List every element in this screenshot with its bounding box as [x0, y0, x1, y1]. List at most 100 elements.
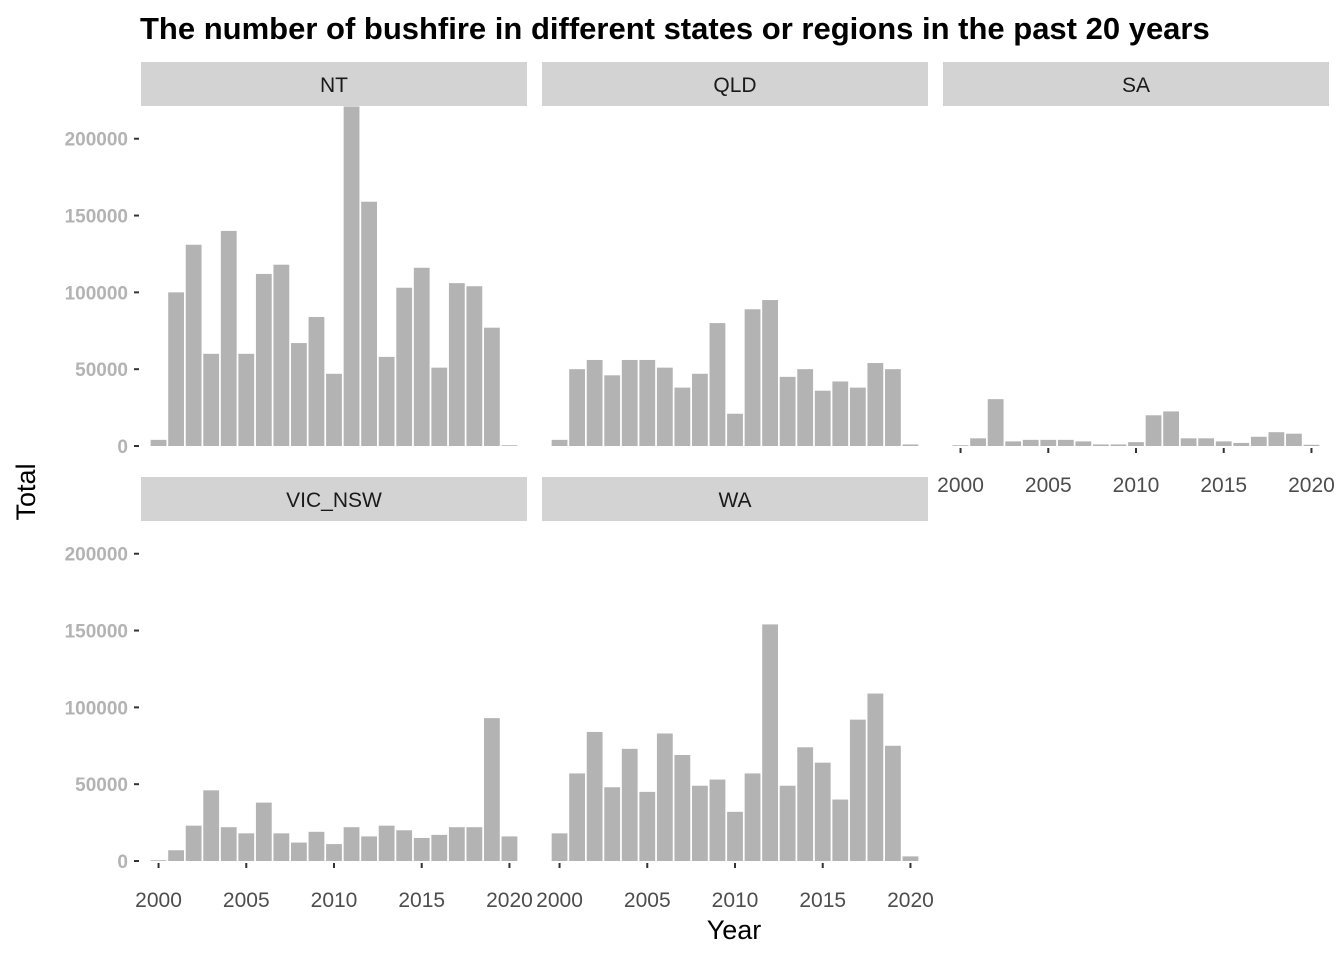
- bar: [744, 309, 761, 446]
- bar: [255, 273, 272, 446]
- bar: [466, 286, 483, 446]
- bar: [692, 373, 708, 446]
- x-tick-label: 2000: [937, 474, 984, 497]
- bar: [952, 445, 969, 446]
- bar: [1215, 441, 1232, 446]
- y-tick-label: 0: [117, 437, 128, 458]
- bar: [832, 381, 849, 446]
- panel-vic-nsw: VIC_NSW 0 50000 100000 150000 200000 2000 2005 2…: [65, 477, 533, 912]
- bar: [1110, 444, 1127, 446]
- bar: [867, 693, 884, 861]
- bar: [569, 369, 585, 446]
- x-tick-label: 2020: [486, 889, 533, 912]
- bar: [1180, 438, 1197, 446]
- bar: [1093, 444, 1109, 446]
- x-tick-label: 2010: [1113, 474, 1160, 497]
- facet-strip: [141, 477, 527, 521]
- bar: [1057, 439, 1074, 446]
- bar: [291, 343, 307, 446]
- facet-strip-label: NT: [320, 74, 348, 97]
- facet-panels: NT 0 50000 100000 150000 200000 QLD SA 2000 2005 2…: [65, 62, 1335, 912]
- bar: [413, 267, 430, 446]
- bar: [885, 369, 901, 446]
- facet-strip-label: VIC_NSW: [286, 489, 382, 512]
- bar: [150, 439, 167, 446]
- bar: [832, 799, 849, 861]
- bar: [378, 825, 395, 861]
- bar: [621, 748, 638, 861]
- bar: [1040, 439, 1057, 446]
- facet-strip: [943, 62, 1329, 106]
- bar: [1286, 433, 1302, 446]
- bar: [273, 833, 290, 861]
- bar: [431, 834, 448, 861]
- bar: [1303, 444, 1320, 446]
- bar: [744, 773, 761, 861]
- bar: [867, 363, 884, 446]
- bar: [185, 825, 202, 861]
- bar: [639, 359, 656, 446]
- bar: [150, 860, 167, 861]
- bar: [484, 327, 500, 446]
- bar: [970, 438, 986, 446]
- bar: [501, 836, 518, 861]
- y-tick-label: 0: [117, 852, 128, 873]
- bar: [291, 842, 307, 861]
- panel-qld: QLD: [542, 62, 928, 446]
- bar: [1198, 438, 1215, 446]
- bar: [1145, 415, 1162, 446]
- bar: [987, 399, 1004, 446]
- bar: [779, 376, 796, 446]
- facet-strip: [542, 477, 928, 521]
- bar: [656, 367, 673, 446]
- bar: [238, 833, 255, 861]
- x-tick-label: 2010: [712, 889, 759, 912]
- bar: [466, 827, 483, 861]
- bar: [448, 283, 465, 446]
- bar: [431, 367, 448, 446]
- bar: [378, 356, 395, 446]
- bar: [762, 300, 778, 446]
- x-axis-title: Year: [707, 915, 762, 945]
- bar: [396, 287, 413, 446]
- bar: [185, 244, 202, 446]
- bar: [551, 833, 568, 861]
- bar: [727, 811, 743, 861]
- x-tick-label: 2020: [887, 889, 934, 912]
- facet-strip-label: SA: [1122, 74, 1150, 97]
- bar: [343, 106, 360, 447]
- panel-nt: NT 0 50000 100000 150000 200000: [65, 62, 527, 458]
- bar: [361, 201, 377, 446]
- facet-strip-label: QLD: [713, 74, 756, 97]
- facet-strip: [542, 62, 928, 106]
- bar: [501, 445, 518, 446]
- y-tick-label: 200000: [65, 130, 128, 151]
- x-tick-label: 2005: [223, 889, 270, 912]
- bar: [220, 827, 237, 861]
- x-tick-label: 2015: [398, 889, 445, 912]
- bar: [779, 785, 796, 861]
- facet-strip-label: WA: [718, 489, 751, 512]
- bar: [885, 745, 901, 861]
- panel-wa: WA 2000 2005 2010 2015 2020: [536, 477, 934, 912]
- bar: [551, 439, 568, 446]
- bar: [604, 375, 621, 446]
- bar: [569, 773, 585, 861]
- bar: [1022, 439, 1039, 446]
- bar: [220, 230, 237, 446]
- x-tick-label: 2000: [536, 889, 583, 912]
- bar: [1163, 411, 1179, 446]
- bar: [484, 718, 500, 861]
- bar: [1075, 441, 1092, 446]
- chart-title: The number of bushfire in different stat…: [140, 11, 1210, 46]
- x-tick-label: 2005: [1025, 474, 1072, 497]
- bar: [396, 830, 413, 861]
- y-tick-label: 50000: [75, 775, 128, 796]
- bar: [361, 836, 377, 861]
- y-tick-label: 150000: [65, 207, 128, 228]
- y-tick-label: 100000: [65, 283, 128, 304]
- bar: [343, 827, 360, 861]
- y-tick-label: 50000: [75, 360, 128, 381]
- bar: [255, 802, 272, 861]
- x-tick-label: 2000: [135, 889, 182, 912]
